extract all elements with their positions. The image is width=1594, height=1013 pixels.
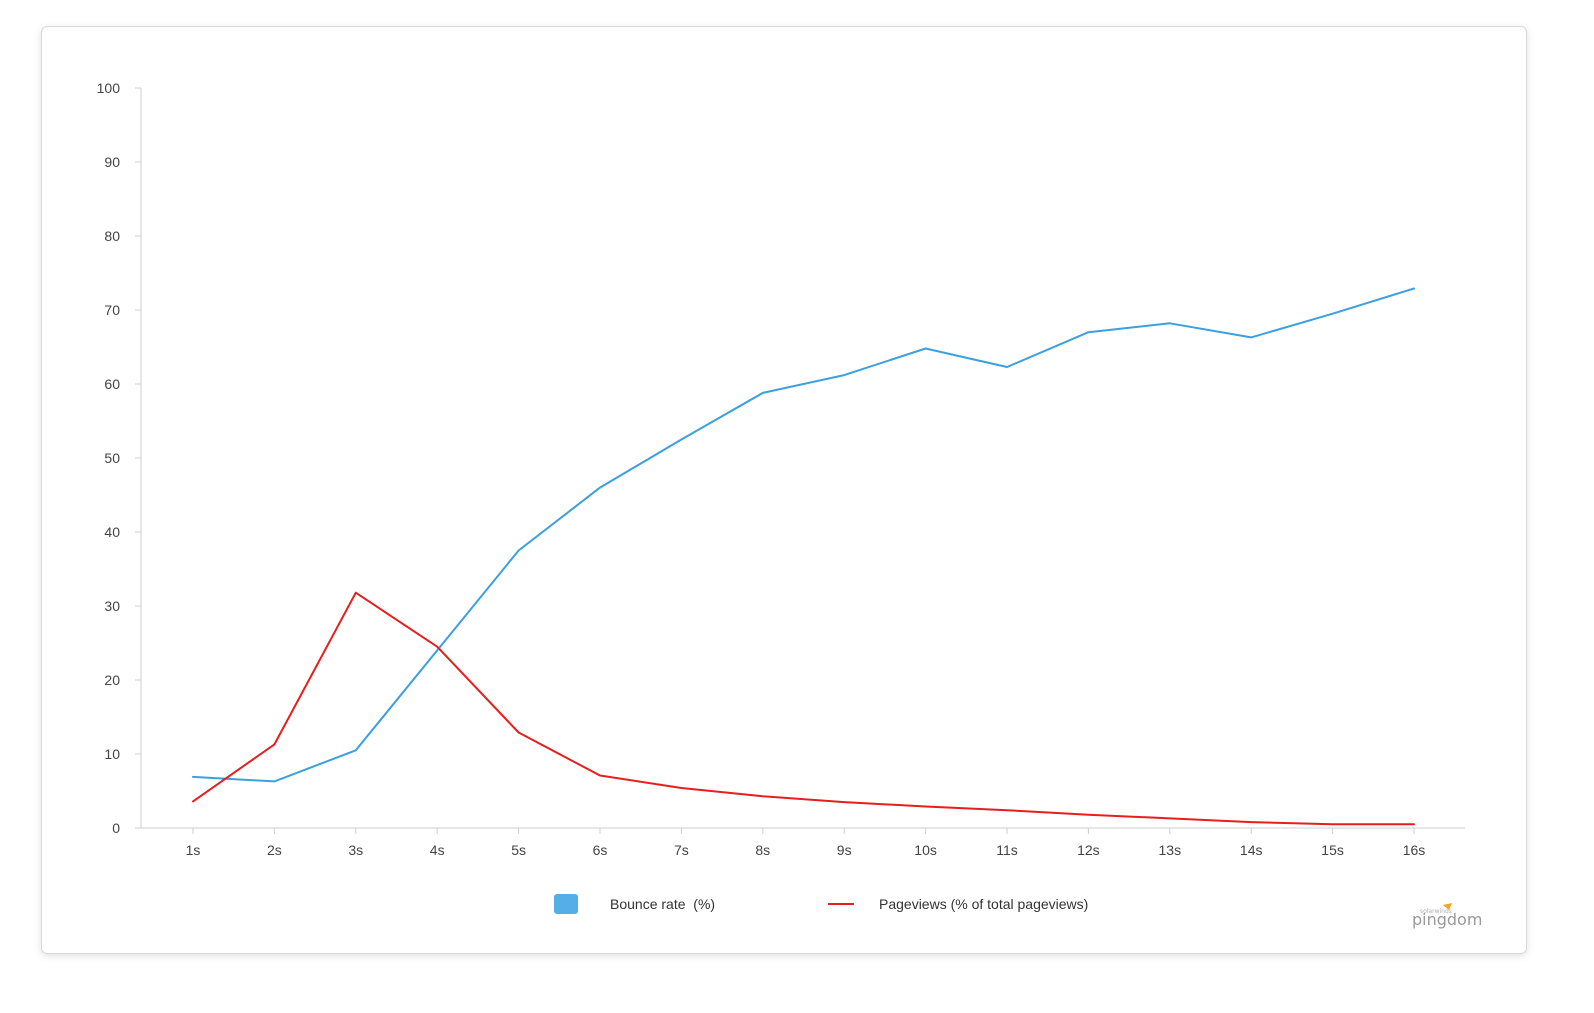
x-tick-label: 15s bbox=[1321, 842, 1344, 858]
y-tick-label: 20 bbox=[104, 672, 120, 688]
x-tick-label: 5s bbox=[511, 842, 526, 858]
legend-label: Pageviews (% of total pageviews) bbox=[879, 896, 1088, 912]
y-tick-label: 60 bbox=[104, 376, 120, 392]
x-tick-label: 1s bbox=[186, 842, 201, 858]
y-tick-label: 100 bbox=[97, 80, 121, 96]
x-tick-label: 9s bbox=[837, 842, 852, 858]
series-line-2 bbox=[192, 591, 1415, 826]
y-tick-label: 10 bbox=[104, 746, 120, 762]
x-tick-label: 4s bbox=[430, 842, 445, 858]
x-tick-label: 10s bbox=[914, 842, 937, 858]
x-tick-label: 3s bbox=[348, 842, 363, 858]
x-axis-ticks: 1s 2s 3s 4s 5s 6s 7s 8s 9s 10s 11s 12s 13s 14s 15s 16s bbox=[186, 828, 1426, 858]
x-tick-label: 14s bbox=[1240, 842, 1263, 858]
legend: Bounce rate (%) Pageviews (% of total pag… bbox=[554, 894, 1088, 914]
pingdom-logo: solarwinds pingdom bbox=[1412, 903, 1482, 929]
x-tick-label: 16s bbox=[1403, 842, 1426, 858]
y-tick-label: 80 bbox=[104, 228, 120, 244]
brand-name: pingdom bbox=[1412, 910, 1482, 929]
series-line-1 bbox=[192, 287, 1415, 783]
y-tick-label: 0 bbox=[112, 820, 120, 836]
y-tick-label: 50 bbox=[104, 450, 120, 466]
y-tick-label: 30 bbox=[104, 598, 120, 614]
legend-marker-square bbox=[554, 894, 578, 914]
y-tick-label: 40 bbox=[104, 524, 120, 540]
brand-small-text: solarwinds bbox=[1420, 908, 1452, 915]
x-tick-label: 8s bbox=[755, 842, 770, 858]
y-axis-ticks: 0 10 20 30 40 50 60 70 80 90 100 bbox=[97, 80, 141, 836]
legend-label: Bounce rate (%) bbox=[610, 896, 715, 912]
x-tick-label: 7s bbox=[674, 842, 689, 858]
x-tick-label: 12s bbox=[1077, 842, 1100, 858]
x-tick-label: 6s bbox=[593, 842, 608, 858]
y-tick-label: 70 bbox=[104, 302, 120, 318]
chart-card bbox=[41, 26, 1527, 954]
x-tick-label: 13s bbox=[1159, 842, 1182, 858]
x-tick-label: 11s bbox=[996, 842, 1018, 858]
y-tick-label: 90 bbox=[104, 154, 120, 170]
series-lines bbox=[192, 287, 1415, 826]
x-tick-label: 2s bbox=[267, 842, 282, 858]
axes bbox=[140, 88, 1465, 829]
brand-accent-icon bbox=[1443, 903, 1452, 910]
